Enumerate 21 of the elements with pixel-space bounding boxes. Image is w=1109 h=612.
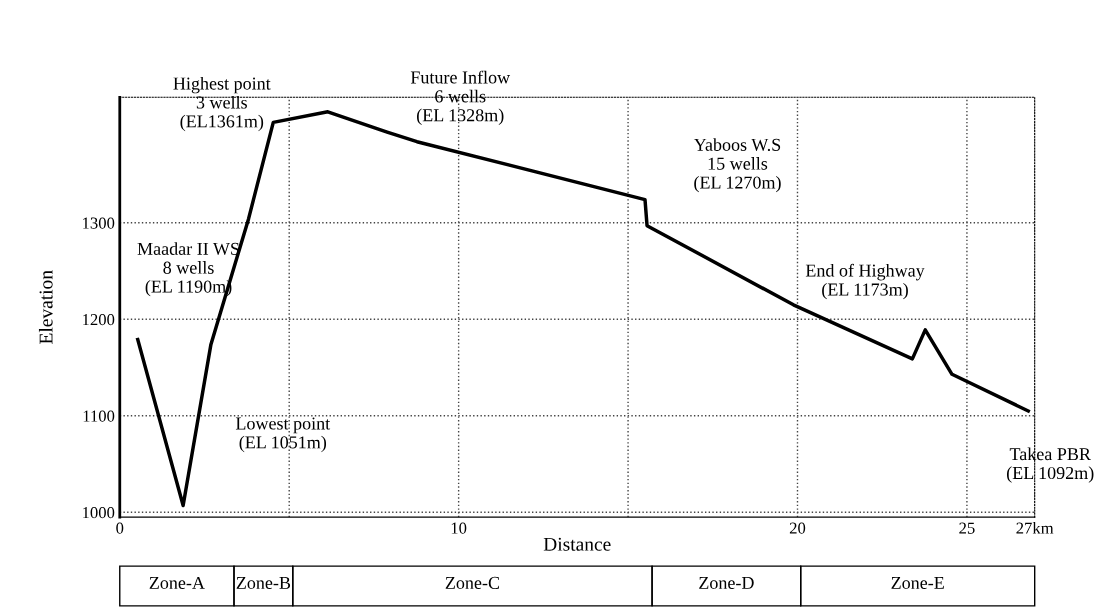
text: Zone-C xyxy=(445,576,500,589)
y-tick-label: 1200 xyxy=(83,313,115,326)
y-tick-label: 1300 xyxy=(83,217,115,229)
y-tick-label: 1000 xyxy=(83,507,115,519)
x-tick-label: 0 xyxy=(116,522,124,534)
annotation: Highest point 3 wells (EL1361m) xyxy=(173,76,271,132)
annotation: Yaboos W.S 15 wells (EL 1270m) xyxy=(693,138,781,193)
text: Zone-D xyxy=(699,576,754,589)
annotation: Takea PBR (EL 1092m) xyxy=(1006,447,1094,483)
text: Zone-E xyxy=(891,576,944,589)
x-tick-label: 25 xyxy=(959,522,975,534)
x-tick-label: 10 xyxy=(451,522,467,534)
y-tick-label: 1100 xyxy=(83,410,115,422)
annotation: Lowest point (EL 1051m) xyxy=(235,417,331,453)
annotation: End of Highway (EL 1173m) xyxy=(805,263,925,300)
x-axis-title: Distance xyxy=(543,537,611,551)
y-axis-title: Elevation xyxy=(38,270,53,344)
x-tick-label: 20 xyxy=(789,522,806,534)
text: Zone-A xyxy=(149,576,205,589)
x-tick-label: 27km xyxy=(1016,522,1054,534)
text: Zone-B xyxy=(236,576,291,589)
